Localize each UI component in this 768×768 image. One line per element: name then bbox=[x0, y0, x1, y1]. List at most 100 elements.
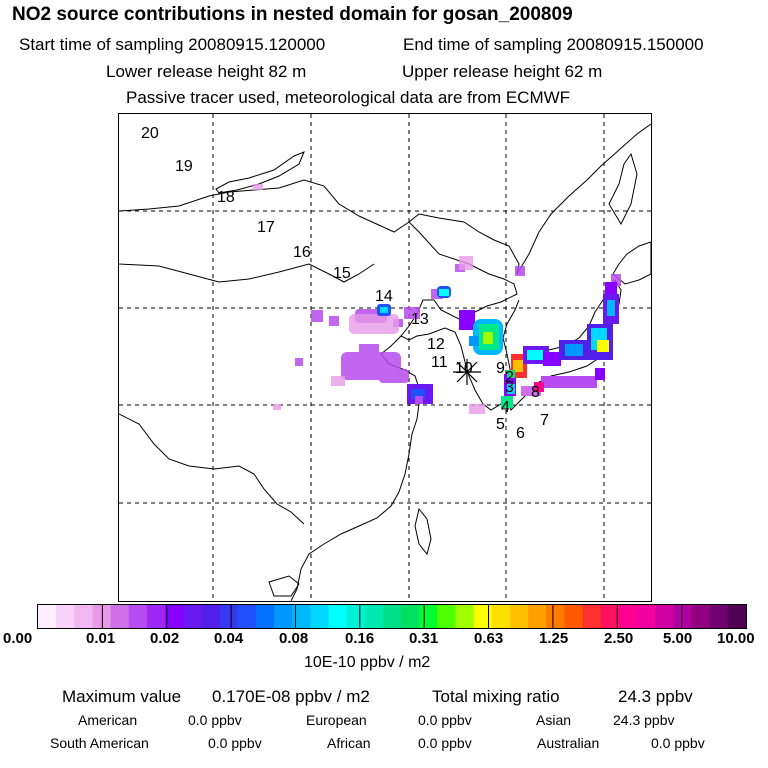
colorbar-swatch bbox=[510, 605, 529, 628]
region-american-name: American bbox=[78, 712, 138, 728]
colorbar-tick-7: 0.63 bbox=[474, 630, 504, 647]
colorbar-swatch bbox=[56, 605, 75, 628]
trajectory-label-9: 9 bbox=[496, 360, 505, 377]
region-european-name: European bbox=[306, 712, 367, 728]
colorbar-swatch bbox=[364, 605, 384, 628]
colorbar-swatch bbox=[618, 605, 638, 628]
colorbar-swatch bbox=[310, 605, 329, 628]
colorbar-swatch bbox=[128, 605, 148, 628]
trajectory-label-18: 18 bbox=[217, 189, 235, 206]
region-south-american-value: 0.0 ppbv bbox=[208, 735, 262, 751]
colorbar-swatch bbox=[419, 605, 438, 628]
region-african-name: African bbox=[327, 735, 371, 751]
trajectory-label-6: 6 bbox=[516, 425, 525, 442]
trajectory-label-14: 14 bbox=[375, 288, 393, 305]
colorbar-tick-6: 0.31 bbox=[409, 630, 439, 647]
trajectory-label-8: 8 bbox=[531, 384, 540, 401]
colorbar-tick-1: 0.01 bbox=[86, 630, 116, 647]
colorbar-tick-9: 2.50 bbox=[604, 630, 634, 647]
map-canvas: 20 19 18 17 16 15 14 13 12 11 10 9 8 7 6… bbox=[119, 114, 651, 601]
colorbar-tick-5: 0.16 bbox=[345, 630, 375, 647]
colorbar-swatch bbox=[582, 605, 602, 628]
colorbar-tick-0: 0.00 bbox=[3, 630, 33, 647]
tracer-note: Passive tracer used, meteorological data… bbox=[126, 88, 571, 107]
end-time-label: End time of sampling 20080915.150000 bbox=[403, 35, 704, 54]
trajectory-label-19: 19 bbox=[175, 158, 193, 175]
trajectory-labels: 20 19 18 17 16 15 14 13 12 11 10 9 8 7 6… bbox=[141, 125, 549, 442]
colorbar-swatch bbox=[637, 605, 656, 628]
colorbar-tick-10: 5.00 bbox=[663, 630, 693, 647]
colorbar-swatch bbox=[274, 605, 293, 628]
trajectory-label-5: 5 bbox=[496, 416, 505, 433]
total-mixing-label: Total mixing ratio bbox=[432, 687, 560, 706]
colorbar-swatch bbox=[201, 605, 221, 628]
colorbar-swatch bbox=[455, 605, 475, 628]
colorbar-swatch bbox=[255, 605, 275, 628]
receptor-marker-icon bbox=[453, 359, 481, 385]
colorbar-swatch bbox=[564, 605, 584, 628]
trajectory-label-15: 15 bbox=[333, 265, 351, 282]
trajectory-label-20: 20 bbox=[141, 125, 159, 142]
color-scale-swatches bbox=[38, 605, 746, 628]
colorbar-tick-3: 0.04 bbox=[214, 630, 244, 647]
region-australian-value: 0.0 ppbv bbox=[651, 735, 705, 751]
total-mixing-value: 24.3 ppbv bbox=[618, 687, 693, 706]
colorbar-swatch bbox=[473, 605, 493, 628]
colorbar-swatch bbox=[709, 605, 729, 628]
trajectory-label-7: 7 bbox=[540, 412, 549, 429]
colorbar-tick-2: 0.02 bbox=[150, 630, 180, 647]
colorbar-swatch bbox=[401, 605, 420, 628]
trajectory-label-13: 13 bbox=[411, 311, 429, 328]
colorbar-swatch bbox=[110, 605, 130, 628]
region-american-value: 0.0 ppbv bbox=[188, 712, 242, 728]
maximum-value: 0.170E-08 ppbv / m2 bbox=[212, 687, 370, 706]
trajectory-label-10: 10 bbox=[455, 360, 473, 377]
map-panel: 20 19 18 17 16 15 14 13 12 11 10 9 8 7 6… bbox=[118, 113, 652, 602]
trajectory-label-4: 4 bbox=[501, 399, 510, 416]
colorbar-swatch bbox=[38, 605, 57, 628]
colorbar-swatch bbox=[727, 605, 746, 628]
lower-release-height: Lower release height 82 m bbox=[106, 62, 307, 81]
colorbar-swatch bbox=[74, 605, 93, 628]
colorbar-tick-8: 1.25 bbox=[539, 630, 569, 647]
region-european-value: 0.0 ppbv bbox=[418, 712, 472, 728]
trajectory-label-16: 16 bbox=[293, 244, 311, 261]
colorbar-swatch bbox=[491, 605, 511, 628]
region-african-value: 0.0 ppbv bbox=[418, 735, 472, 751]
trajectory-label-3: 3 bbox=[505, 379, 514, 396]
colorbar-swatch bbox=[673, 605, 693, 628]
colorbar-swatch bbox=[655, 605, 674, 628]
trajectory-label-11: 11 bbox=[431, 354, 448, 371]
trajectory-label-17: 17 bbox=[257, 219, 275, 236]
colorbar-swatch bbox=[146, 605, 166, 628]
colorbar-swatch bbox=[237, 605, 257, 628]
colorbar-tick-11: 10.00 bbox=[717, 630, 755, 647]
region-asian-value: 24.3 ppbv bbox=[613, 712, 675, 728]
color-scale-bar bbox=[37, 604, 747, 629]
colorbar-swatch bbox=[600, 605, 620, 628]
region-australian-name: Australian bbox=[537, 735, 600, 751]
region-south-american-name: South American bbox=[50, 735, 149, 751]
trajectory-label-2: 2 bbox=[505, 369, 514, 386]
trajectory-label-12: 12 bbox=[427, 336, 445, 353]
colorbar-swatch bbox=[346, 605, 366, 628]
upper-release-height: Upper release height 62 m bbox=[402, 62, 603, 81]
colorbar-swatch bbox=[382, 605, 402, 628]
start-time-label: Start time of sampling 20080915.120000 bbox=[19, 35, 326, 54]
colorbar-swatch bbox=[219, 605, 239, 628]
colorbar-swatch bbox=[92, 605, 112, 628]
region-asian-name: Asian bbox=[536, 712, 572, 728]
map-title: NO2 source contributions in nested domai… bbox=[12, 4, 573, 25]
colorbar-swatch bbox=[546, 605, 565, 628]
colorbar-swatch bbox=[528, 605, 547, 628]
colorbar-unit: 10E-10 ppbv / m2 bbox=[304, 654, 431, 671]
colorbar-swatch bbox=[328, 605, 348, 628]
colorbar-swatch bbox=[437, 605, 457, 628]
colorbar-swatch bbox=[183, 605, 202, 628]
concentration-field bbox=[253, 184, 621, 414]
colorbar-swatch bbox=[165, 605, 184, 628]
maximum-label: Maximum value bbox=[62, 687, 182, 706]
colorbar-tick-4: 0.08 bbox=[279, 630, 309, 647]
colorbar-swatch bbox=[292, 605, 311, 628]
colorbar-swatch bbox=[691, 605, 711, 628]
